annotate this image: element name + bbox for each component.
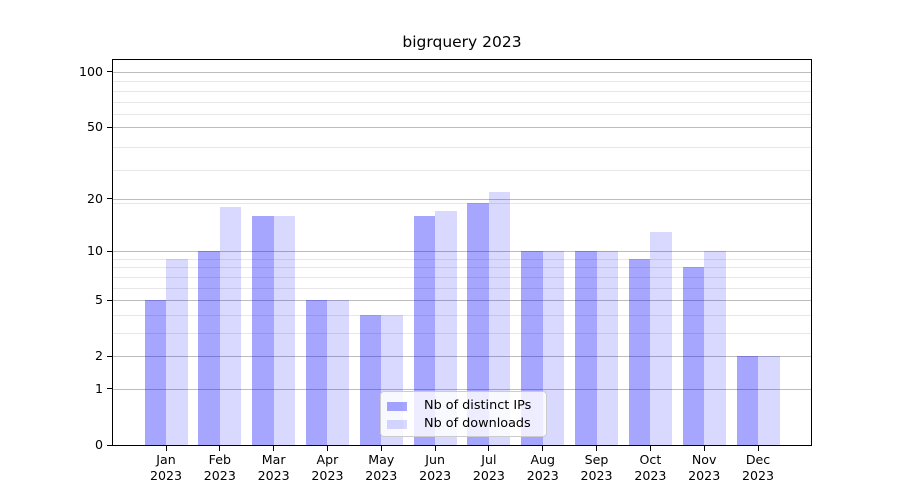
- gridline-minor-69: [113, 101, 811, 103]
- x-tick-mark-oct: [649, 446, 651, 451]
- y-tick-label-0: 0: [94, 437, 103, 452]
- bar-downloads-sep: [596, 251, 619, 445]
- x-tick-label-apr: Apr 2023: [311, 452, 344, 483]
- y-tick-label-2: 2: [94, 348, 103, 364]
- bar-distinct-ips-apr: [305, 300, 328, 445]
- legend-item-distinct-ips: Nb of distinct IPs: [387, 397, 546, 415]
- x-tick-mark-jan: [165, 446, 167, 451]
- x-tick-mark-feb: [219, 446, 221, 451]
- y-tick-mark-100: [107, 71, 113, 73]
- x-tick-mark-dec: [757, 446, 759, 451]
- x-tick-label-jun: Jun 2023: [419, 452, 452, 483]
- gridline-minor-8: [113, 267, 811, 269]
- x-tick-label-feb: Feb 2023: [203, 452, 236, 483]
- y-tick-label-5: 5: [94, 292, 103, 308]
- bar-distinct-ips-jan: [144, 300, 166, 445]
- gridline-major-10: [113, 251, 811, 253]
- y-tick-mark-50: [107, 126, 113, 128]
- y-tick-mark-10: [107, 250, 113, 252]
- x-tick-label-nov: Nov 2023: [688, 452, 721, 483]
- y-tick-label-100: 100: [78, 63, 103, 79]
- bar-downloads-mar: [273, 215, 296, 445]
- x-tick-mark-aug: [542, 446, 544, 451]
- x-tick-mark-mar: [273, 446, 275, 451]
- bar-downloads-oct: [650, 231, 672, 445]
- gridline-minor-9: [113, 258, 811, 260]
- x-tick-mark-jun: [434, 446, 436, 451]
- legend-item-downloads: Nb of downloads: [387, 415, 546, 433]
- x-tick-mark-sep: [596, 446, 598, 451]
- gridline-minor-29: [113, 170, 811, 172]
- bar-downloads-apr: [327, 300, 349, 445]
- bar-downloads-nov: [704, 251, 726, 445]
- y-tick-mark-1: [107, 388, 113, 390]
- gridline-minor-3: [113, 332, 811, 334]
- bar-distinct-ips-may: [359, 314, 382, 445]
- x-tick-mark-may: [380, 446, 382, 451]
- bar-distinct-ips-dec: [736, 356, 759, 445]
- bar-downloads-feb: [219, 206, 242, 445]
- bar-downloads-dec: [758, 356, 780, 445]
- bar-distinct-ips-jun: [413, 215, 436, 445]
- bar-distinct-ips-jul: [467, 202, 489, 445]
- x-tick-mark-nov: [703, 446, 705, 451]
- legend-label-distinct-ips: Nb of distinct IPs: [424, 398, 532, 413]
- bar-distinct-ips-nov: [682, 267, 705, 445]
- bar-distinct-ips-mar: [252, 215, 274, 445]
- gridline-major-100: [113, 71, 811, 73]
- x-tick-label-oct: Oct 2023: [634, 452, 667, 483]
- plot-area: Nb of distinct IPs Nb of downloads: [112, 59, 812, 446]
- gridline-minor-4: [113, 314, 811, 316]
- chart-title: bigrquery 2023: [402, 33, 522, 51]
- y-tick-mark-20: [107, 198, 113, 200]
- gridline-major-2: [113, 356, 811, 358]
- gridline-minor-79: [113, 90, 811, 92]
- legend-swatch-downloads: [387, 419, 407, 429]
- y-tick-mark-5: [107, 299, 113, 301]
- bar-distinct-ips-oct: [628, 258, 651, 445]
- y-tick-label-20: 20: [86, 190, 103, 206]
- x-tick-mark-jul: [488, 446, 490, 451]
- y-tick-mark-2: [107, 355, 113, 357]
- gridline-minor-6: [113, 287, 811, 289]
- x-tick-label-may: May 2023: [365, 452, 398, 483]
- legend: Nb of distinct IPs Nb of downloads: [380, 391, 547, 437]
- bar-distinct-ips-feb: [198, 251, 220, 445]
- bar-downloads-aug: [542, 251, 565, 445]
- gridline-major-5: [113, 300, 811, 302]
- gridline-minor-7: [113, 276, 811, 278]
- bar-distinct-ips-sep: [575, 251, 597, 445]
- x-tick-mark-apr: [326, 446, 328, 451]
- bar-downloads-jul: [488, 191, 511, 445]
- legend-swatch-distinct-ips: [387, 401, 407, 411]
- y-tick-label-1: 1: [94, 380, 103, 396]
- bar-downloads-jun: [435, 211, 457, 445]
- x-tick-label-dec: Dec 2023: [741, 452, 775, 483]
- gridline-minor-89: [113, 81, 811, 83]
- x-tick-label-aug: Aug 2023: [526, 452, 559, 483]
- gridline-major-1: [113, 388, 811, 390]
- y-tick-label-50: 50: [86, 119, 103, 135]
- gridline-minor-39: [113, 146, 811, 148]
- gridline-major-50: [113, 127, 811, 129]
- x-tick-label-jan: Jan 2023: [149, 452, 183, 483]
- x-tick-label-mar: Mar 2023: [257, 452, 290, 483]
- x-tick-label-jul: Jul 2023: [472, 452, 505, 483]
- gridline-minor-59: [113, 113, 811, 115]
- bar-downloads-jan: [166, 258, 188, 445]
- gridline-minor-19: [113, 202, 811, 204]
- y-tick-mark-0: [107, 444, 113, 446]
- gridline-major-20: [113, 198, 811, 200]
- x-tick-label-sep: Sep 2023: [580, 452, 613, 483]
- y-tick-label-10: 10: [86, 243, 103, 259]
- legend-label-downloads: Nb of downloads: [424, 416, 531, 431]
